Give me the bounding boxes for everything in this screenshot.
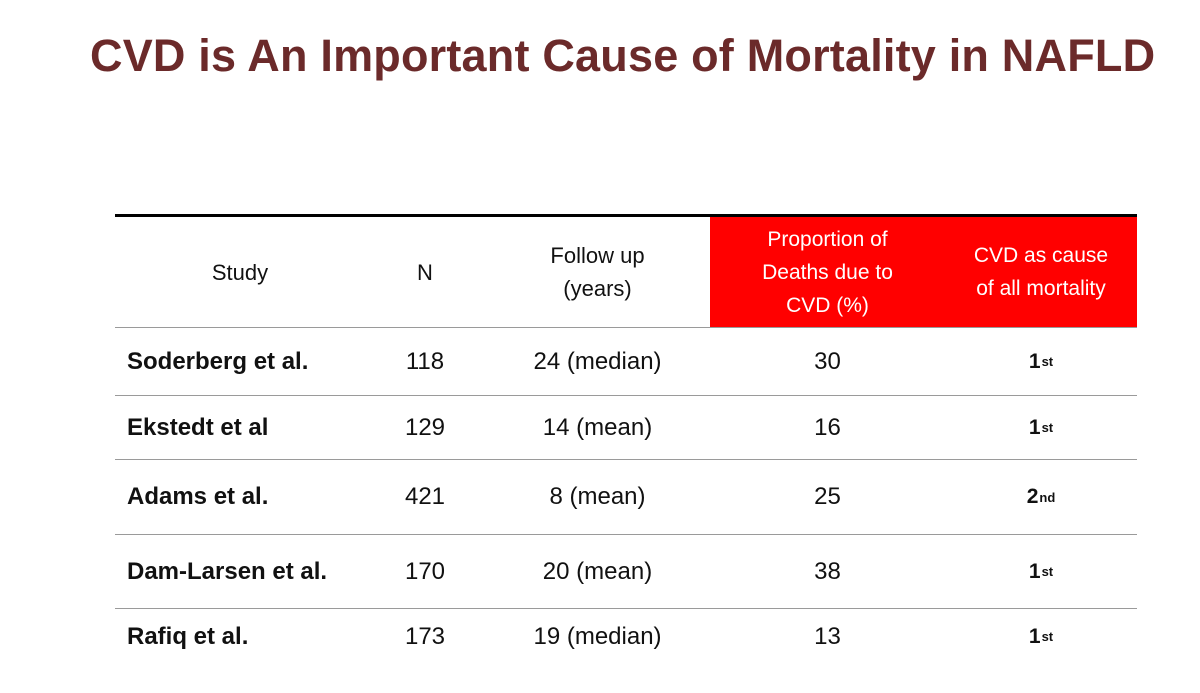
row-divider — [115, 459, 1137, 460]
cell-follow-up: 19 (median) — [533, 622, 662, 650]
header-proportion-line2: Deaths due to — [762, 260, 893, 284]
rank-suffix: st — [1041, 629, 1054, 644]
header-proportion-line1: Proportion of — [767, 227, 888, 251]
cell-follow-up: 14 (mean) — [542, 413, 653, 441]
cell-n: 118 — [405, 347, 445, 375]
cell-proportion: 25 — [814, 483, 841, 510]
rank-number: 1 — [1028, 349, 1041, 373]
header-study: Study — [211, 259, 269, 285]
header-follow-up-line2: (years) — [563, 276, 632, 301]
header-proportion-line3: CVD (%) — [786, 293, 869, 317]
cell-study: Dam-Larsen et al. — [127, 557, 328, 585]
rank-number: 2 — [1026, 485, 1039, 508]
cell-n: 129 — [404, 413, 446, 441]
cell-n: 421 — [404, 483, 446, 510]
rank-suffix: nd — [1039, 489, 1056, 505]
table-top-rule — [115, 214, 1137, 217]
header-follow-up-line1: Follow up — [550, 243, 645, 268]
rank-suffix: st — [1041, 420, 1054, 435]
header-follow-up: Follow up (years) — [485, 217, 710, 327]
row-divider — [115, 534, 1137, 535]
cell-proportion: 13 — [814, 622, 841, 650]
rank-number: 1 — [1028, 624, 1041, 648]
cell-follow-up: 24 (median) — [533, 347, 662, 375]
cell-study: Rafiq et al. — [127, 622, 249, 650]
rank-suffix: st — [1041, 354, 1054, 369]
cell-proportion: 30 — [814, 347, 841, 375]
row-divider — [115, 395, 1137, 396]
cell-study: Adams et al. — [127, 483, 269, 510]
cell-study: Soderberg et al. — [127, 347, 309, 375]
row-divider — [115, 327, 1137, 328]
rank-number: 1 — [1028, 415, 1041, 439]
cell-follow-up: 20 (mean) — [542, 557, 653, 585]
cell-follow-up: 8 (mean) — [549, 483, 646, 510]
cell-proportion: 16 — [814, 413, 841, 441]
rank-number: 1 — [1028, 559, 1041, 583]
slide-title: CVD is An Important Cause of Mortality i… — [90, 30, 1156, 81]
header-proportion: Proportion of Deaths due to CVD (%) — [710, 217, 945, 327]
cell-n: 173 — [404, 622, 446, 650]
table-header-row: Study N Follow up (years) Proportion of … — [115, 217, 1137, 327]
cell-study: Ekstedt et al — [127, 413, 269, 441]
header-cvd-rank: CVD as cause of all mortality — [945, 217, 1137, 327]
header-n: N — [417, 259, 433, 285]
header-rank-line1: CVD as cause — [973, 244, 1109, 267]
mortality-table: Study N Follow up (years) Proportion of … — [115, 214, 1137, 664]
header-rank-line2: of all mortality — [976, 277, 1106, 300]
cell-n: 170 — [404, 557, 446, 585]
rank-suffix: st — [1041, 564, 1054, 579]
row-divider — [115, 608, 1137, 609]
cell-proportion: 38 — [814, 557, 841, 585]
